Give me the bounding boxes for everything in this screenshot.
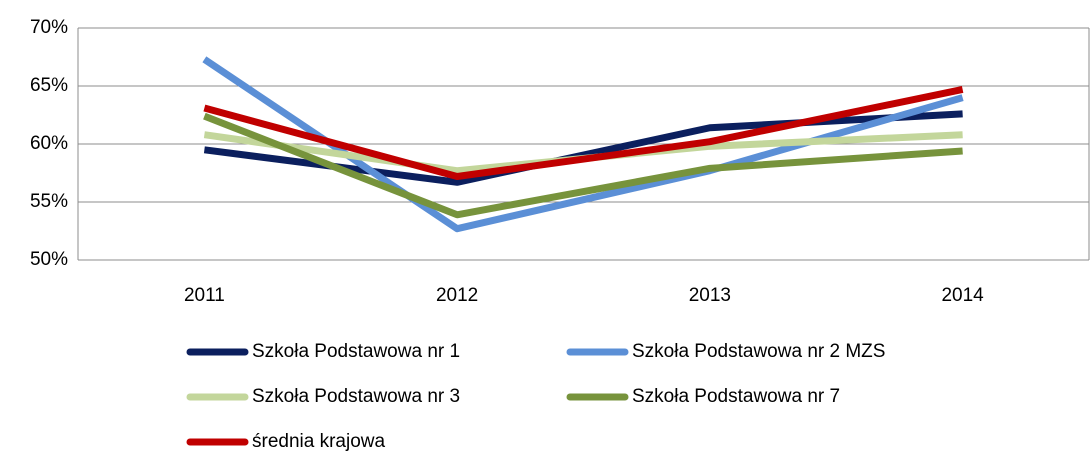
legend-label: Szkoła Podstawowa nr 7 (632, 386, 840, 407)
x-tick-label: 2011 (184, 285, 225, 306)
legend-label: średnia krajowa (252, 431, 385, 452)
y-tick-label: 65% (30, 75, 68, 96)
y-tick-label: 70% (30, 17, 68, 38)
x-tick-label: 2013 (689, 285, 731, 306)
y-tick-label: 50% (30, 249, 68, 270)
x-tick-label: 2012 (436, 285, 478, 306)
legend-label: Szkoła Podstawowa nr 1 (252, 341, 460, 362)
series-line (203, 112, 963, 219)
legend-label: Szkoła Podstawowa nr 2 MZS (632, 341, 885, 362)
series-line (203, 86, 964, 180)
y-tick-label: 60% (30, 133, 68, 154)
y-tick-label: 55% (30, 191, 68, 212)
x-tick-label: 2014 (941, 285, 984, 306)
legend-label: Szkoła Podstawowa nr 3 (252, 386, 460, 407)
